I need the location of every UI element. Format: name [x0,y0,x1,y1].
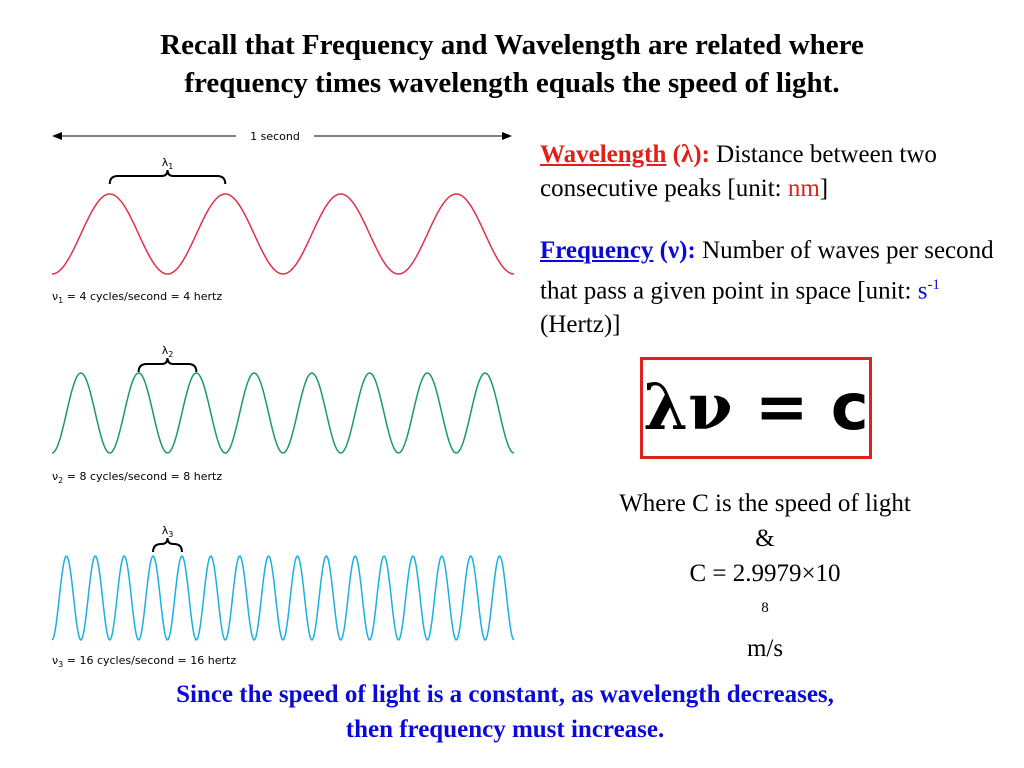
speed-line-3: C = 2.9979×10 8 m/s [540,556,990,666]
wave-1 [51,193,515,275]
wavelength-close: ] [819,175,829,202]
wave-3 [51,554,515,642]
conclusion-line-2: then frequency must increase. [345,716,665,743]
title-line-2: frequency times wavelength equals the sp… [184,67,840,99]
speed-line-2: & [755,525,775,552]
wavelength-brace-2 [137,357,198,373]
frequency-unit-sup: -1 [927,277,940,293]
frequency-unit: s [917,277,928,305]
time-label: 1 second [250,130,300,143]
equation-nu: ν [688,370,733,445]
equation-lambda: λ [643,370,689,445]
speed-line-1: Where C is the speed of light [619,490,911,517]
wavelength-unit: nm [787,175,820,202]
wavelength-symbol: (λ): [672,141,710,168]
wavelength-brace-1 [108,169,227,185]
conclusion-line-1: Since the speed of light is a constant, … [176,681,834,708]
frequency-term: Frequency [540,237,654,264]
slide-title: Recall that Frequency and Wavelength are… [0,26,1024,102]
speed-value: C = 2.9979×10 [689,560,841,587]
equation-equals: = [732,371,831,445]
wave-2 [51,372,515,454]
frequency-close: (Hertz)] [540,311,621,339]
title-line-1: Recall that Frequency and Wavelength are… [160,29,864,61]
frequency-caption-2: ν2 = 8 cycles/second = 8 hertz [52,470,222,485]
wavelength-label-2: λ2 [162,344,174,359]
frequency-caption-3: ν3 = 16 cycles/second = 16 hertz [52,654,236,669]
frequency-desc: Number of waves per second that pass a g… [540,237,994,305]
frequency-definition: Frequency (ν): Number of waves per secon… [540,234,1010,342]
speed-of-light-note: Where C is the speed of light & C = 2.99… [540,486,990,666]
frequency-caption-1: ν1 = 4 cycles/second = 4 hertz [52,290,222,305]
time-arrow: 1 second [52,130,512,143]
frequency-symbol: (ν): [659,237,696,264]
wavelength-definition: Wavelength (λ): Distance between two con… [540,138,1010,206]
conclusion: Since the speed of light is a constant, … [0,677,1010,747]
equation-box: λν = c [640,357,872,459]
speed-unit: m/s [746,635,784,663]
wavelength-term: Wavelength [540,141,667,168]
wavelength-label-1: λ1 [162,156,174,171]
wavelength-desc: Distance between two consecutive peaks [… [540,141,937,202]
waves: λ1 ν1 = 4 cycles/second = 4 hertz λ2 ν2 = 8… [51,156,515,669]
equation-c: c [830,371,869,445]
speed-exponent: 8 [761,600,769,616]
wavelength-label-3: λ3 [162,524,174,539]
wavelength-brace-3 [152,537,183,553]
